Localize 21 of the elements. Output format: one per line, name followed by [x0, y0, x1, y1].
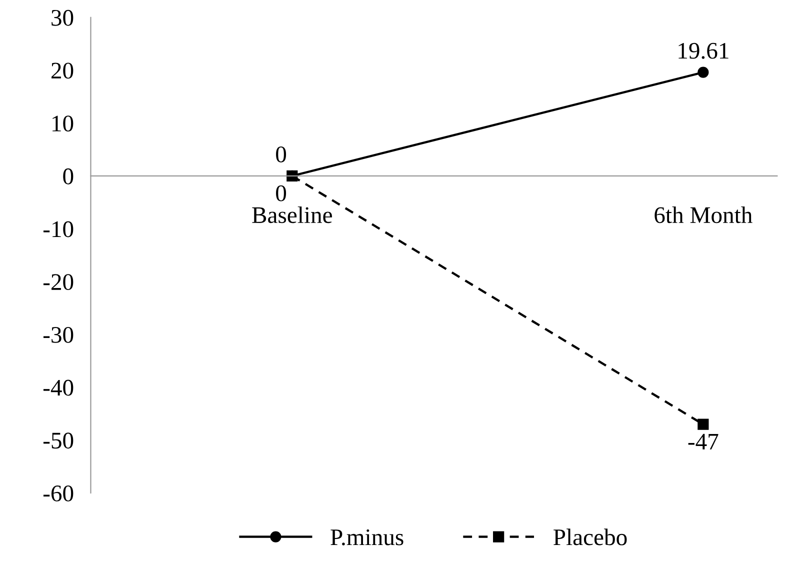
y-tick-label: -30 [43, 326, 74, 343]
legend-label: Placebo [554, 528, 627, 546]
legend-label: P.minus [330, 529, 404, 546]
y-tick-label: 10 [52, 116, 74, 132]
y-tick-label: 30 [52, 10, 74, 26]
point [286, 170, 298, 182]
x-tick-label: 6th Month [654, 206, 752, 224]
y-tick-label: -50 [43, 432, 74, 449]
y-tick-label: -60 [43, 485, 74, 502]
data-label: 0 [276, 185, 286, 202]
x-tick-label: Baseline [252, 206, 332, 224]
point [698, 66, 709, 78]
data-label: 19.61 [678, 42, 728, 59]
y-tick-label: 0 [63, 168, 74, 184]
data-label: 0 [276, 146, 286, 162]
y-tick-label: 20 [51, 62, 74, 79]
y-tick-label: -20 [43, 274, 74, 290]
y-tick-label: -10 [43, 221, 74, 238]
y-tick-label: -40 [43, 380, 74, 396]
data-label: -47 [688, 434, 718, 450]
point [698, 418, 709, 430]
